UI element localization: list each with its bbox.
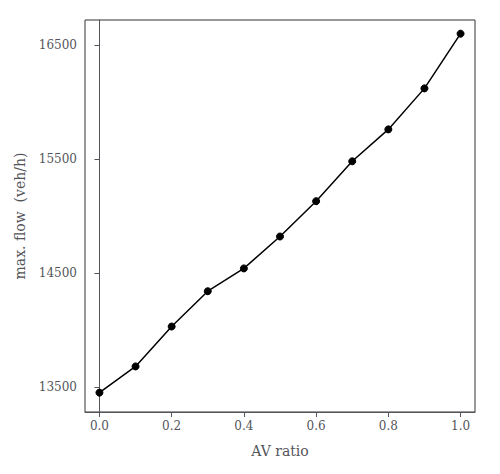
svg-text:15500: 15500 bbox=[39, 152, 77, 166]
svg-text:AV ratio: AV ratio bbox=[250, 443, 309, 459]
svg-text:1.0: 1.0 bbox=[451, 419, 470, 433]
svg-text:13500: 13500 bbox=[39, 380, 77, 394]
svg-text:0.4: 0.4 bbox=[234, 419, 253, 433]
svg-text:0.6: 0.6 bbox=[307, 419, 326, 433]
svg-text:0.0: 0.0 bbox=[90, 419, 109, 433]
svg-text:14500: 14500 bbox=[39, 266, 77, 280]
svg-text:max. flow (veh/h): max. flow (veh/h) bbox=[12, 153, 28, 280]
svg-text:0.2: 0.2 bbox=[162, 419, 181, 433]
svg-text:16500: 16500 bbox=[39, 38, 77, 52]
svg-text:0.8: 0.8 bbox=[379, 419, 398, 433]
